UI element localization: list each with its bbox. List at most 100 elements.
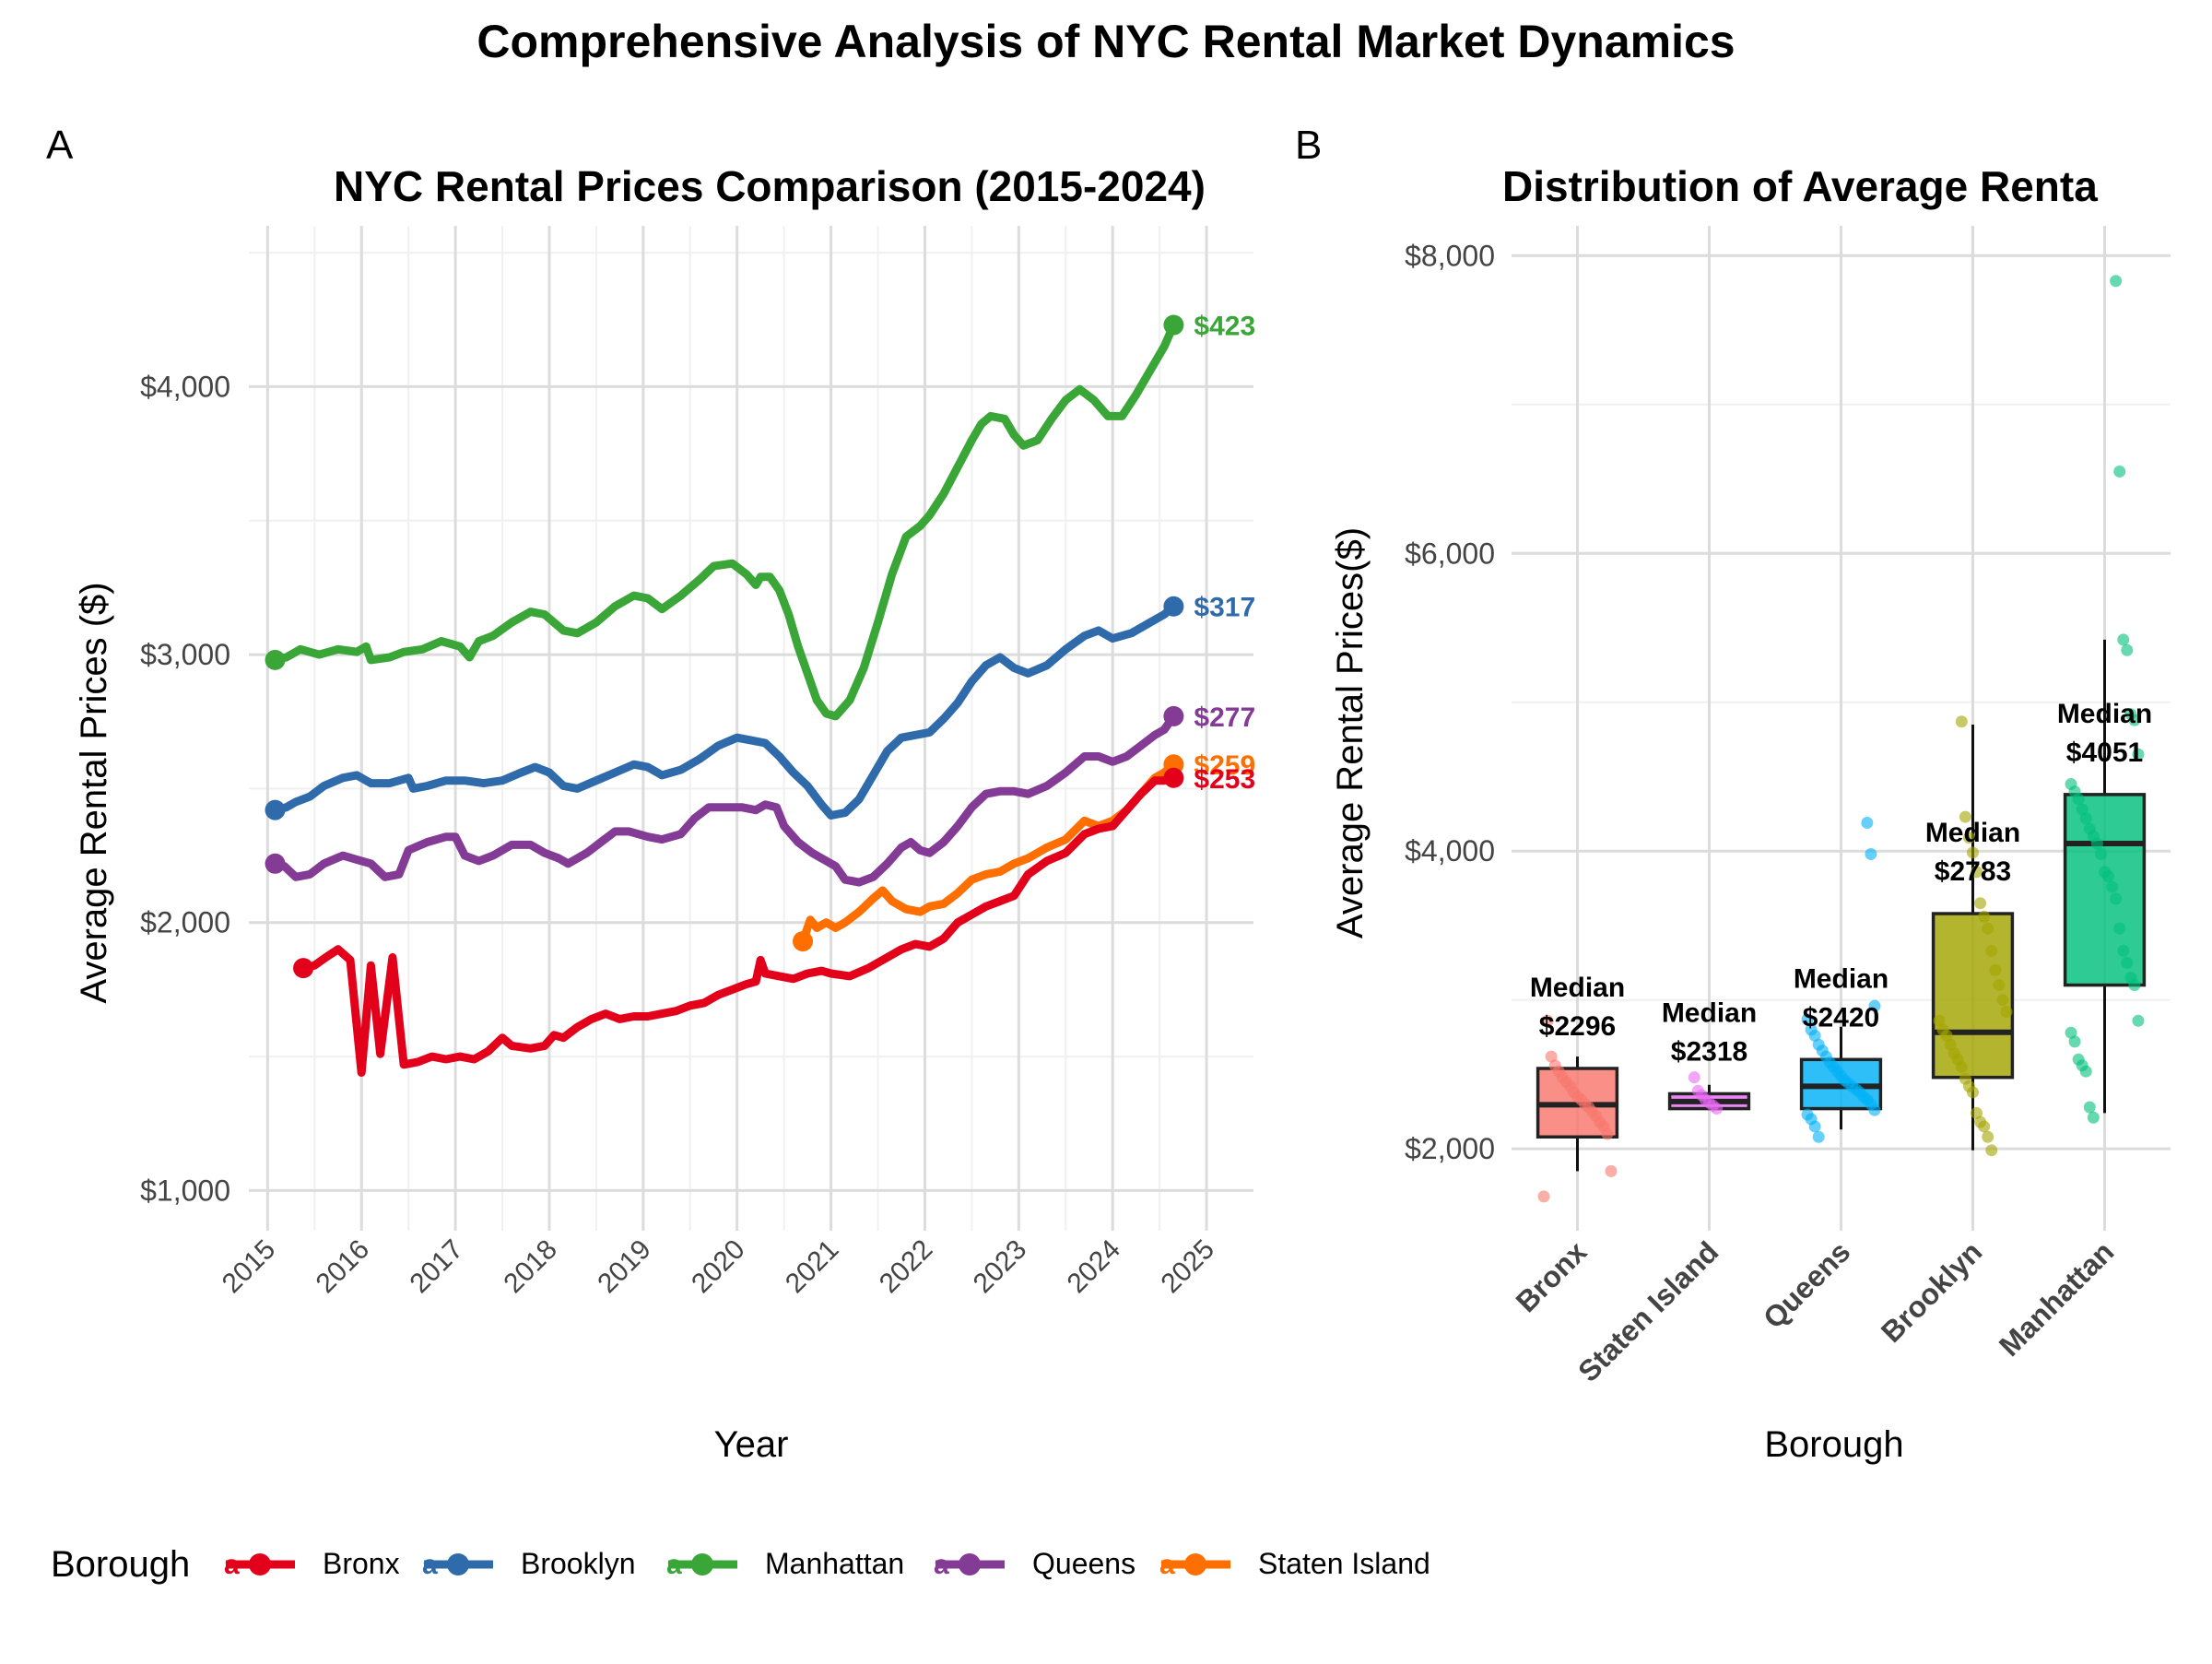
x-tick-label: 2021 (780, 1234, 845, 1300)
series-line-queens (271, 712, 1178, 887)
median-value-label: $4051 (2066, 738, 2143, 768)
data-point (1605, 1164, 1618, 1177)
legend-key-point (447, 1553, 469, 1575)
data-point (2113, 465, 2126, 478)
legend-item-queens: aQueens (934, 1547, 1135, 1580)
data-point (1959, 1072, 1971, 1085)
panel-a-x-label: Year (714, 1424, 789, 1465)
data-point (2121, 956, 2134, 969)
legend-key-point (249, 1553, 271, 1575)
series-line-bronx (299, 773, 1178, 1077)
data-point (2083, 1101, 2096, 1114)
data-point (1801, 1108, 1814, 1121)
median-label: Median (1794, 963, 1888, 994)
median-label: Median (1662, 997, 1757, 1028)
median-value-label: $2420 (1803, 1002, 1879, 1033)
legend-label: Queens (1032, 1547, 1135, 1580)
data-point (2113, 922, 2126, 935)
legend-label: Staten Island (1258, 1547, 1430, 1580)
x-tick-label: 2022 (874, 1234, 939, 1300)
y-tick-label: $1,000 (140, 1174, 230, 1207)
panel-a-x-axis: 2015 2016 2017 2018 2019 2020 2021 2022 2023 2024… (217, 1234, 1220, 1300)
data-point (1537, 1190, 1550, 1203)
x-tick-label: 2018 (498, 1234, 563, 1300)
x-tick-label: 2024 (1062, 1234, 1127, 1300)
series-start-point (265, 853, 286, 874)
x-tick-label: Staten Island (1571, 1234, 1724, 1387)
data-point (2117, 633, 2130, 646)
data-point (2110, 892, 2123, 905)
box-manhattan: Median $4051 (2057, 275, 2152, 1124)
box-queens: Median $2420 (1794, 817, 1888, 1143)
data-point (1993, 979, 2006, 992)
panel-a-series: $423 $317 $277 $259$253 (265, 312, 1255, 1077)
data-point (1955, 715, 1968, 728)
data-point (1985, 944, 1998, 957)
y-tick-label: $4,000 (1405, 834, 1495, 867)
panel-b-title: Distribution of Average Renta (1502, 162, 2098, 210)
series-start-point (265, 799, 286, 820)
data-point (1974, 897, 1987, 910)
series-line-manhattan (271, 321, 1178, 721)
panel-b-y-label: Average Rental Prices($) (1330, 527, 1371, 938)
legend: Borough aBronx aBrooklyn aManhattan aQueens… (51, 1544, 1430, 1585)
series-start-point (293, 958, 314, 979)
data-point (2124, 971, 2137, 984)
panel-b-boxes: Median $2296 Median $2318 Median $2420 Median $… (1530, 275, 2152, 1203)
series-end-label: $259 (1194, 750, 1255, 781)
figure-title: Comprehensive Analysis of NYC Rental Mar… (477, 16, 1735, 67)
data-point (2076, 803, 2088, 816)
data-point (2087, 1111, 2100, 1124)
panel-b-tag: B (1295, 123, 1322, 168)
data-point (2072, 1053, 2085, 1066)
data-point (1805, 1023, 1818, 1036)
data-point (2117, 944, 2130, 957)
x-tick-label: 2019 (592, 1234, 657, 1300)
median-label: Median (1925, 818, 2020, 848)
data-point (2000, 1006, 2013, 1019)
y-tick-label: $3,000 (140, 638, 230, 671)
panel-b-x-label: Borough (1764, 1424, 1903, 1465)
box-bronx: Median $2296 (1530, 973, 1625, 1203)
x-tick-label: 2020 (686, 1234, 751, 1300)
data-point (2132, 748, 2145, 761)
median-value-label: $2783 (1935, 856, 2011, 887)
legend-label: Manhattan (765, 1547, 904, 1580)
panel-b-y-axis: $2,000 $4,000 $6,000 $8,000 (1405, 239, 1495, 1165)
x-tick-label: Brooklyn (1875, 1234, 1989, 1349)
data-point (2110, 275, 2123, 288)
legend-key-point (1184, 1553, 1206, 1575)
data-point (1982, 1130, 1994, 1143)
data-point (1688, 1071, 1700, 1084)
series-end-label: $253 (1194, 764, 1255, 795)
data-point (1982, 922, 1994, 935)
median-label: Median (1530, 973, 1625, 1003)
data-point (1989, 963, 2002, 976)
data-point (1959, 810, 1971, 823)
legend-item-staten-island: aStaten Island (1159, 1547, 1430, 1580)
series-end-label: $423 (1194, 312, 1255, 342)
data-point (1967, 846, 1979, 859)
legend-item-brooklyn: aBrooklyn (422, 1547, 636, 1580)
series-end-label: $317 (1194, 593, 1255, 623)
x-tick-label: 2023 (968, 1234, 1033, 1300)
data-point (1865, 847, 1877, 860)
data-point (2065, 778, 2077, 791)
x-tick-label: 2015 (217, 1234, 282, 1300)
data-point (1545, 1050, 1558, 1063)
data-point (1978, 910, 1991, 923)
data-point (2124, 708, 2137, 721)
y-tick-label: $4,000 (140, 370, 230, 403)
data-point (1861, 817, 1874, 830)
series-line-brooklyn (271, 602, 1178, 820)
legend-label: Brooklyn (521, 1547, 636, 1580)
series-start-point (793, 931, 814, 952)
median-label: Median (2057, 699, 2152, 729)
legend-key-point (691, 1553, 713, 1575)
data-point (1812, 1130, 1825, 1143)
data-point (1962, 832, 1975, 844)
data-point (2099, 866, 2111, 879)
data-point (1971, 1106, 1983, 1119)
y-tick-label: $8,000 (1405, 239, 1495, 272)
